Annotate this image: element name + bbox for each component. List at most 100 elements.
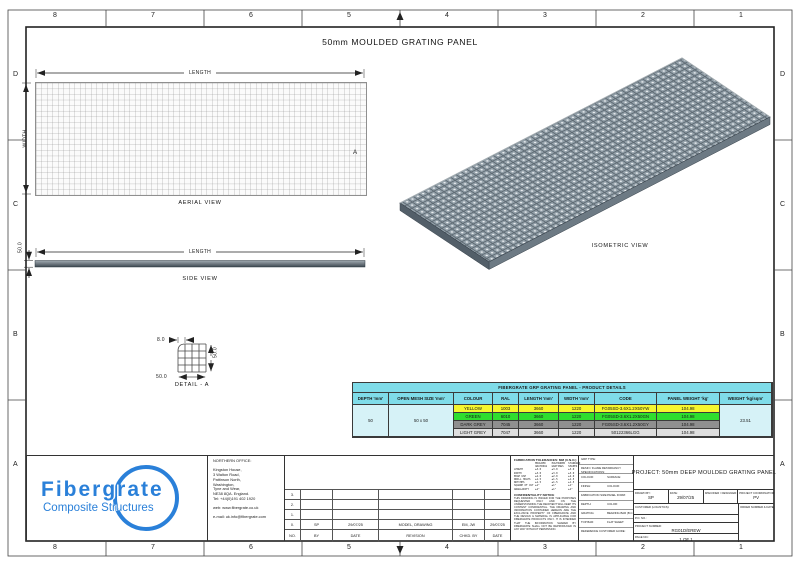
col-header: WIDTH 'mm' <box>559 393 595 405</box>
field-label: ORDER NUMBER & DATE: <box>740 504 775 509</box>
field-label: DATE: <box>669 490 678 495</box>
page-cell: PAGE NO.: 1 OF 1 <box>634 534 738 542</box>
rev-by: SP <box>301 519 333 529</box>
spec-label: BEARING BAR (B.C. WIDTH): <box>607 511 633 516</box>
tolerance-row: WIDTH ±3.0 ±3.0 ±3.0 <box>514 471 575 475</box>
drawn-by-cell: DRAWN BY: SP <box>634 490 669 503</box>
tolerance-row: LENGTH ±3.0 ±3.0 ±3.0 <box>514 468 575 472</box>
detail-marker-label: A <box>353 149 358 156</box>
customer-cell: CUSTOMER (LOGISTICS): <box>634 504 738 515</box>
revision-table: 3. 2. 1. 0. SP 29/07/25 MODEL, DRAWING E… <box>285 489 510 542</box>
spec-label: FINISH: <box>581 484 591 489</box>
rev-no: 2. <box>285 499 301 509</box>
rev-header: DATE <box>333 529 379 542</box>
spec-label: COLOUR: <box>581 475 594 480</box>
rev-date: 29/07/25 <box>333 519 379 529</box>
spec-label: COLOR: <box>607 502 618 507</box>
order-number-cell: ORDER NUMBER & DATE: <box>739 504 774 542</box>
address-line: NORTHERN OFFICE: <box>213 458 252 463</box>
rev-chkd: EM, JW <box>453 519 485 529</box>
designer-cell: SPECIFIER / DESIGNER: <box>704 490 739 503</box>
grid-ref-top: 8 <box>53 12 57 19</box>
project-lower: CUSTOMER (LOGISTICS): P.O. NO.: PROJECT … <box>634 504 774 542</box>
detail-view-label: DETAIL - A <box>174 382 210 388</box>
aerial-view-label: AERIAL VIEW <box>178 200 222 206</box>
side-depth-dim: 50.0 <box>17 241 24 253</box>
grid-ref-bottom: 4 <box>445 544 449 551</box>
rev-chkd-date <box>485 509 510 519</box>
grid-ref-top: 5 <box>347 12 351 19</box>
cell-panel-weight: 104.98 <box>657 405 720 413</box>
aerial-length-dim: LENGTH <box>184 69 216 77</box>
col-header: DEPTH 'mm' <box>353 393 389 405</box>
tolerance-row: ANGULARITY ±1° ±1° ±1° <box>514 487 573 491</box>
rev-header: REVISION <box>379 529 453 542</box>
address-line: Washington, <box>213 481 235 487</box>
depth-cell: 50 <box>353 405 389 437</box>
spec-row: REFERENCE CUSTOMER GUIDE: <box>579 528 633 537</box>
cell-colour: GREEN <box>454 413 493 421</box>
col-header: LENGTH 'mm' <box>519 393 559 405</box>
spec-row: GRATING: BEARING BAR (B.C. WIDTH): <box>579 510 633 520</box>
spec-row: RESIN / FLAME RETARDANCY SPECIFICATIONS: <box>579 465 633 475</box>
grid-ref-top: 6 <box>249 12 253 19</box>
cell-ral: 6010 <box>493 413 519 421</box>
cell-width: 1220 <box>559 413 595 421</box>
grid-ref-right: C <box>780 201 786 208</box>
grid-ref-right: B <box>780 331 785 338</box>
grid-ref-bottom: 3 <box>543 544 547 551</box>
rev-desc <box>379 489 453 499</box>
grid-ref-top: 3 <box>543 12 547 19</box>
field-label: CUSTOMER (LOGISTICS): <box>635 504 670 509</box>
cell-panel-weight: 104.98 <box>657 421 720 429</box>
grid-ref-left: D <box>13 71 19 78</box>
grid-ref-bottom: 8 <box>53 544 57 551</box>
cell-colour: LIGHT GREY <box>454 429 493 437</box>
rev-header: NO. <box>285 529 301 542</box>
rev-chkd <box>453 509 485 519</box>
field-label: DRAWN BY: <box>635 490 651 495</box>
rev-by <box>301 509 333 519</box>
spec-row: COLOUR: SURFACE: <box>579 474 633 484</box>
spec-row: FABRICATION SIZE: PANEL FORM: <box>579 492 633 502</box>
cell-colour: DARK GREY <box>454 421 493 429</box>
cell-code: 50122366LGG <box>595 429 657 437</box>
project-lower-left: CUSTOMER (LOGISTICS): P.O. NO.: PROJECT … <box>634 504 739 542</box>
logo-tagline: Composite Structures <box>43 502 154 514</box>
isometric-view-label: ISOMETRIC VIEW <box>591 243 649 249</box>
aerial-view-grid <box>35 82 367 196</box>
cell-panel-weight: 104.98 <box>657 429 720 437</box>
tolerance-row: NOTCHES ±1.5 ±1.5 ±1.5 <box>514 481 575 485</box>
grid-ref-right: A <box>780 461 785 468</box>
weight-sqm-cell: 23.51 <box>720 405 772 437</box>
aerial-width-dim: WIDTH <box>22 129 29 147</box>
sheet-title: 50mm MOULDED GRATING PANEL <box>322 37 478 47</box>
tolerance-row: DRILL HOLES ±1.5 ±1.5 ±1.5 <box>514 478 575 482</box>
rev-date <box>333 489 379 499</box>
rev-header: BY <box>301 529 333 542</box>
col-header: PANEL WEIGHT 'kg' <box>657 393 720 405</box>
fibergrate-logo: Fibergrate Composite Structures <box>27 456 207 541</box>
spec-label: TOP BAR: <box>581 520 594 525</box>
rev-desc <box>379 499 453 509</box>
spec-label: GRP TYPE: <box>581 457 596 461</box>
logo-circle-icon <box>113 465 179 531</box>
col-header: WEIGHT 'kg/sqm' <box>720 393 772 405</box>
rev-desc: MODEL, DRAWING <box>379 519 453 529</box>
rev-header: DATE <box>485 529 510 542</box>
rev-date <box>333 509 379 519</box>
cell-width: 1220 <box>559 421 595 429</box>
address-line: 3 Walton Road, <box>213 472 240 478</box>
address-line: web: www.fibergrate.co.uk <box>213 505 259 510</box>
field-label: P.O. NO.: <box>635 515 647 520</box>
field-label: SPECIFIER / DESIGNER: <box>704 490 737 495</box>
address-line: Tyne and Wear, <box>213 486 241 492</box>
grid-ref-left: C <box>13 201 19 208</box>
grid-ref-bottom: 2 <box>641 544 645 551</box>
project-number-cell: PROJECT NUMBER: RG01D/EREW <box>634 523 738 534</box>
project-block: PROJECT: 50mm DEEP MOULDED GRATING PANEL… <box>632 455 776 542</box>
tolerances-block: FABRICATION TOLERANCES: MM (U.N.O.) MOUL… <box>510 455 580 541</box>
field-value: 29/07/25 <box>677 495 695 500</box>
rev-date <box>333 499 379 509</box>
